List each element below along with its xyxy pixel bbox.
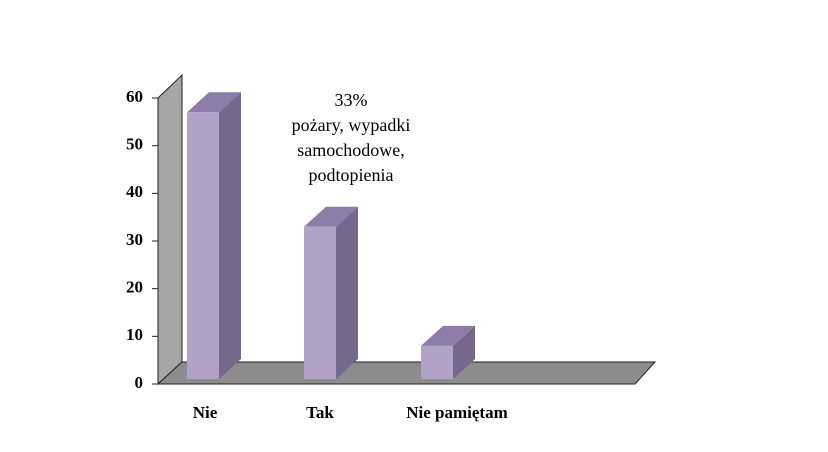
- annotation: samochodowe,: [297, 140, 404, 160]
- bar-side: [336, 206, 358, 379]
- x-tick-label: Nie: [193, 403, 218, 422]
- y-tick-label: 30: [126, 230, 143, 249]
- y-tick-label: 10: [126, 325, 143, 344]
- annotation: pożary, wypadki: [292, 115, 411, 135]
- bar-side: [453, 325, 475, 379]
- y-tick-label: 60: [126, 87, 143, 106]
- y-tick-label: 20: [126, 278, 143, 297]
- annotation: 33%: [335, 90, 368, 110]
- bar: [421, 345, 453, 379]
- y-tick-label: 40: [126, 182, 143, 201]
- floor: [156, 361, 657, 385]
- y-tick-label: 50: [126, 135, 143, 154]
- back-wall: [157, 73, 183, 386]
- annotation: podtopienia: [309, 165, 394, 185]
- bar: [304, 226, 336, 379]
- bar: [187, 112, 219, 380]
- bar-top: [187, 92, 241, 113]
- bar-top: [304, 206, 358, 227]
- x-tick-label: Nie pamiętam: [406, 403, 508, 422]
- x-tick-label: Tak: [306, 403, 334, 422]
- bar-top: [421, 325, 475, 346]
- y-tick-label: 0: [135, 373, 144, 392]
- bar-side: [219, 92, 241, 380]
